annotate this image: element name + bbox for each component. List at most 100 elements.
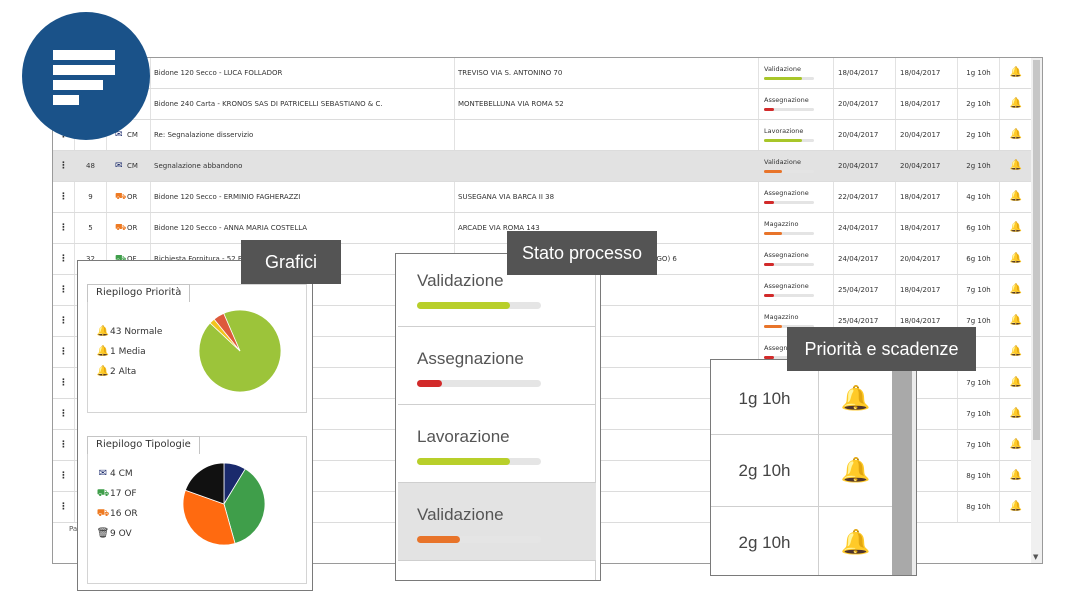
row-status: Assegnazione <box>759 275 834 305</box>
row-date-open: 25/04/2017 <box>834 306 896 336</box>
truck-icon: ⛟ <box>96 508 110 519</box>
row-menu-icon[interactable]: ⋮ <box>53 461 75 491</box>
row-duration: 6g 10h <box>958 213 1000 243</box>
priorita-scrollbar-edge <box>912 360 916 575</box>
pie-slice-ov <box>184 462 225 505</box>
row-id: 32 <box>75 244 107 274</box>
row-address: ARCADE VIA ROMA 143 <box>455 213 759 243</box>
bell-icon: 🔔 <box>1009 470 1023 481</box>
progress-fill <box>764 108 774 111</box>
priorita-row[interactable]: 2g 10h 🔔 <box>711 435 892 507</box>
row-duration: 4g 10h <box>958 182 1000 212</box>
legend-item: ✉ 4 CM <box>96 467 133 481</box>
table-row[interactable]: ⋮ 9 ⛟OR Bidone 120 Secco - ERMINIO FAGHERAZ… <box>53 182 1032 213</box>
bell-icon: 🔔 <box>1009 377 1023 388</box>
row-menu-icon[interactable]: ⋮ <box>53 399 75 429</box>
row-menu-icon[interactable]: ⋮ <box>53 492 75 522</box>
row-status: Validazione <box>759 58 834 88</box>
row-type <box>107 89 151 119</box>
stato-label: Validazione <box>417 505 504 524</box>
bell-icon: 🔔 <box>1009 408 1023 419</box>
row-menu-icon[interactable]: ⋮ <box>53 244 75 274</box>
row-type-code: CM <box>127 162 138 170</box>
stato-label: Assegnazione <box>417 349 524 368</box>
row-type: ⛟OR <box>107 213 151 243</box>
stato-row[interactable]: Validazione <box>398 483 596 561</box>
progress-fill <box>764 263 774 266</box>
row-duration: 7g 10h <box>958 306 1000 336</box>
priorita-row[interactable]: 1g 10h 🔔 <box>711 363 892 435</box>
row-priority: 🔔 <box>1000 151 1032 181</box>
table-row[interactable]: ⋮Bidone 120 Secco - LUCA FOLLADORTREVISO… <box>53 58 1032 89</box>
row-menu-icon[interactable]: ⋮ <box>53 306 75 336</box>
stato-row[interactable]: Lavorazione <box>398 405 596 483</box>
progress-fill <box>764 232 782 235</box>
row-status-progress <box>764 170 814 173</box>
row-status-progress <box>764 325 814 328</box>
truck-icon: ⛟ <box>115 254 127 264</box>
row-priority: 🔔 <box>1000 275 1032 305</box>
row-menu-icon[interactable]: ⋮ <box>53 368 75 398</box>
scrollbar-thumb[interactable] <box>1033 60 1040 440</box>
row-address-text: ARCADE VIA ROMA 143 <box>458 224 540 232</box>
stato-label: Validazione <box>417 271 504 290</box>
pie-slice-alta <box>213 312 241 352</box>
row-priority: 🔔 <box>1000 182 1032 212</box>
row-duration: 2g 10h <box>958 151 1000 181</box>
grafici-panel: Riepilogo Priorità 🔔43 Normale 🔔1 Media 🔔2… <box>77 260 313 591</box>
row-menu-icon[interactable]: ⋮ <box>53 151 75 181</box>
row-address-text: SUSEGANA VIA BARCA II 38 <box>458 193 555 201</box>
row-menu-icon[interactable]: ⋮ <box>53 213 75 243</box>
row-status-progress <box>764 201 814 204</box>
priorita-scrollbar[interactable] <box>892 360 912 575</box>
row-menu-icon[interactable]: ⋮ <box>53 275 75 305</box>
row-duration <box>958 337 1000 367</box>
priority-pie-chart <box>198 309 282 393</box>
stato-progress <box>417 380 541 387</box>
stato-row[interactable]: Assegnazione <box>398 327 596 405</box>
riepilogo-tipologie-box: Riepilogo Tipologie ✉ 4 CM ⛟17 OF ⛟16 OR 🗑9 … <box>87 436 307 584</box>
row-status-label: Magazzino <box>764 220 799 228</box>
envelope-icon: ✉ <box>98 468 108 479</box>
callout-priorita-scadenze: Priorità e scadenze <box>787 327 976 371</box>
row-menu-icon[interactable]: ⋮ <box>53 182 75 212</box>
envelope-icon: ✉ <box>115 130 123 140</box>
row-address <box>455 151 759 181</box>
row-menu-icon[interactable]: ⋮ <box>53 337 75 367</box>
callout-grafici: Grafici <box>241 240 341 284</box>
row-menu-icon[interactable]: ⋮ <box>53 430 75 460</box>
bell-icon: 🔔 <box>1009 253 1023 264</box>
scroll-down-arrow-icon[interactable]: ▼ <box>1033 553 1039 561</box>
row-date-open: 22/04/2017 <box>834 182 896 212</box>
row-status-label: Magazzino <box>764 313 799 321</box>
row-date-due: 18/04/2017 <box>896 89 958 119</box>
row-status-label: Assegnazione <box>764 96 809 104</box>
stato-row[interactable]: Validazione <box>398 254 596 327</box>
row-duration: 7g 10h <box>958 430 1000 460</box>
row-priority: 🔔 <box>1000 430 1032 460</box>
table-row[interactable]: ⋮ 48 ✉ CM Segnalazione abbandono Validazione 2… <box>53 151 1032 182</box>
legend-item: 🔔1 Media <box>96 345 146 359</box>
priorita-scadenze-panel: 1g 10h 🔔 2g 10h 🔔 2g 10h 🔔 <box>710 359 917 576</box>
bell-icon: 🔔 <box>1009 315 1023 326</box>
row-duration: 7g 10h <box>958 399 1000 429</box>
table-row[interactable]: ⋮Bidone 240 Carta - KRONOS SAS DI PATRIC… <box>53 89 1032 120</box>
row-status-label: Lavorazione <box>764 127 804 135</box>
row-type: ⛟OR <box>107 182 151 212</box>
row-date-open: 20/04/2017 <box>834 120 896 150</box>
type-pie-chart <box>182 462 266 546</box>
truck-icon: ⛟ <box>115 192 127 202</box>
row-status-progress <box>764 139 814 142</box>
row-subject: Bidone 240 Carta - KRONOS SAS DI PATRICE… <box>151 89 455 119</box>
row-date-due <box>896 492 958 522</box>
row-status: Magazzino <box>759 213 834 243</box>
table-scrollbar[interactable]: ▼ <box>1031 58 1042 563</box>
row-priority: 🔔 <box>1000 461 1032 491</box>
logo-line <box>53 65 115 75</box>
priorita-row[interactable]: 2g 10h 🔔 <box>711 507 892 575</box>
row-date-due: 18/04/2017 <box>896 213 958 243</box>
row-type-code: OR <box>127 224 138 232</box>
stato-progress <box>417 536 541 543</box>
riepilogo-priorita-title: Riepilogo Priorità <box>87 284 191 302</box>
